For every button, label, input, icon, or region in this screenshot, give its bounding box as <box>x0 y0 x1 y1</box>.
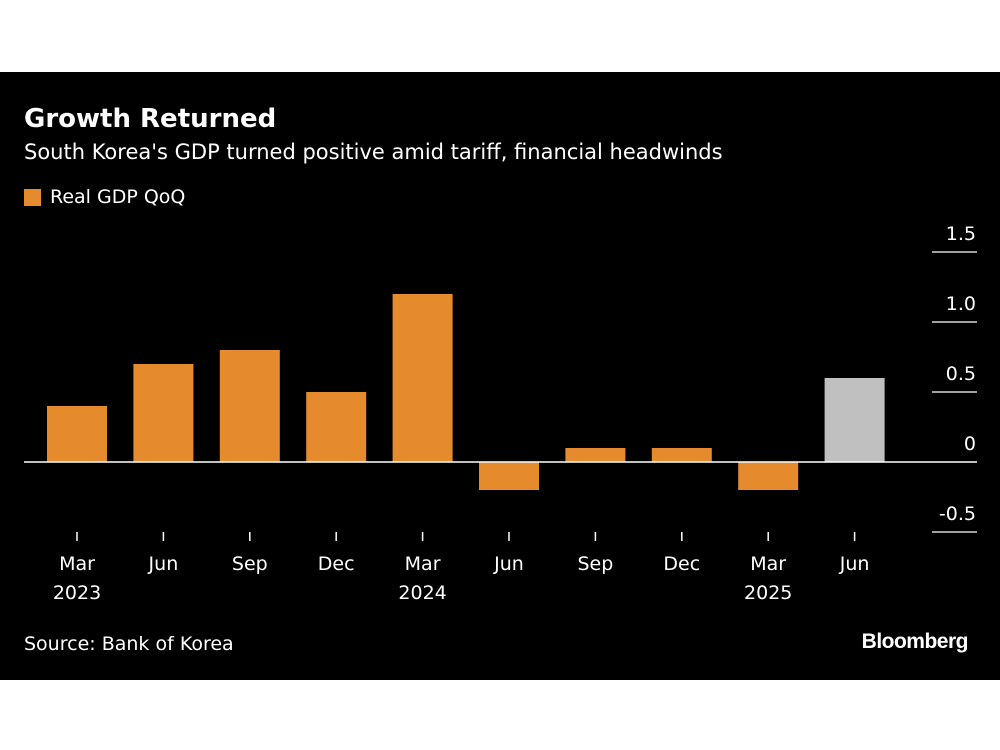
bar <box>565 448 626 462</box>
legend-label: Real GDP QoQ <box>50 186 186 208</box>
x-tick-year-label: 2024 <box>398 582 446 604</box>
x-tick-label: Mar <box>59 553 95 575</box>
x-tick-year-label: 2025 <box>744 582 792 604</box>
y-tick-label: -0.5 <box>939 503 976 525</box>
x-tick-label: Mar <box>750 553 786 575</box>
x-tick-label: Jun <box>493 553 524 575</box>
bar <box>392 294 453 462</box>
x-tick-label: Jun <box>148 553 179 575</box>
source-note: Source: Bank of Korea <box>24 633 234 655</box>
y-tick-label: 1.0 <box>946 293 976 315</box>
y-tick-label: 0.5 <box>946 363 976 385</box>
bar <box>479 462 539 490</box>
bar <box>219 350 280 462</box>
x-tick-year-label: 2023 <box>53 582 101 604</box>
x-tick-label: Dec <box>318 553 355 575</box>
bar <box>47 406 107 462</box>
x-tick-label: Mar <box>405 553 441 575</box>
bar <box>306 392 367 462</box>
bloomberg-logo: Bloomberg <box>861 630 969 653</box>
y-tick-label: 1.5 <box>946 223 976 245</box>
bar <box>651 448 712 462</box>
x-tick-label: Dec <box>663 553 700 575</box>
y-tick-label: 0 <box>964 433 976 455</box>
bar <box>133 364 194 462</box>
legend: Real GDP QoQ <box>24 186 185 208</box>
chart-title: Growth Returned <box>24 104 277 134</box>
x-tick-label: Sep <box>577 553 613 575</box>
chart-subtitle: South Korea's GDP turned positive amid t… <box>24 140 723 164</box>
x-tick-label: Sep <box>232 553 268 575</box>
legend-swatch <box>24 188 41 206</box>
bar <box>824 378 885 462</box>
bar <box>738 462 799 490</box>
x-tick-label: Jun <box>839 553 870 575</box>
